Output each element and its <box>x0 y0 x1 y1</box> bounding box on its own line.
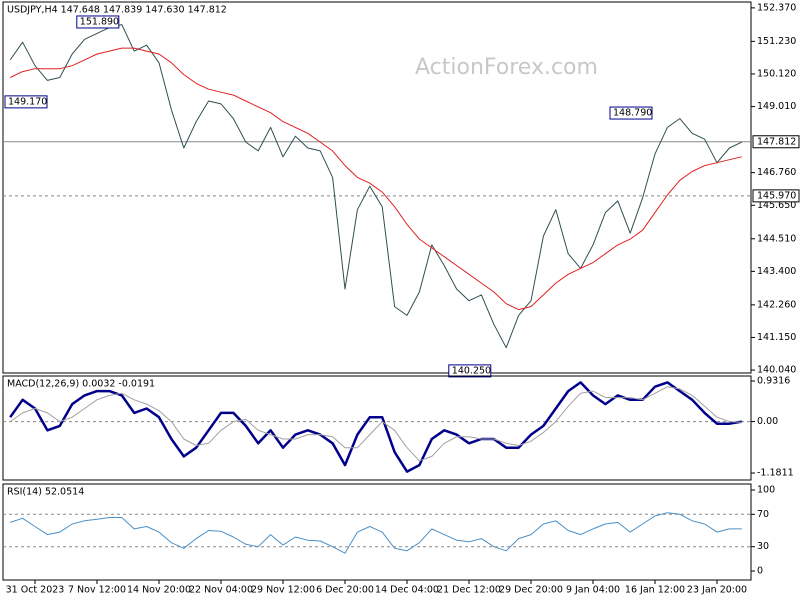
x-tick-label: 29 Nov 12:00 <box>251 585 315 596</box>
y-tick-label: 152.370 <box>757 2 796 13</box>
x-tick-label: 9 Jan 04:00 <box>566 585 620 596</box>
y-tick-label: 143.400 <box>757 266 796 277</box>
panel-frame <box>2 375 752 481</box>
price-label-box <box>609 106 653 120</box>
panel-frame <box>2 1 752 374</box>
series-line <box>9 47 742 311</box>
x-tick-label: 6 Dec 20:00 <box>316 585 374 596</box>
price-label-box <box>76 15 120 29</box>
y-tick-label: 146.760 <box>757 167 796 178</box>
y-tick-label: 0.00 <box>757 416 778 427</box>
x-tick-label: 7 Nov 12:00 <box>68 585 126 596</box>
x-tick-label: 16 Jan 12:00 <box>625 585 685 596</box>
y-tick-label: 145.650 <box>757 200 796 211</box>
series-line <box>9 381 743 473</box>
y-tick-label: 30 <box>757 541 769 552</box>
y-tick-label: 0.9316 <box>757 375 790 386</box>
series-line <box>9 24 743 349</box>
price-label: 140.250 <box>452 365 491 376</box>
x-tick-label: 14 Nov 20:00 <box>127 585 191 596</box>
panel-frame <box>2 483 752 581</box>
price-label: 148.790 <box>613 108 652 119</box>
y-tick-label: 144.510 <box>757 233 796 244</box>
y-tick-label: -1.1811 <box>757 468 794 479</box>
panel-title: MACD(12,26,9) 0.0032 -0.0191 <box>7 379 155 390</box>
x-tick-label: 29 Dec 20:00 <box>499 585 563 596</box>
watermark: ActionForex.com <box>415 55 598 80</box>
y-tick-label: 149.010 <box>757 101 796 112</box>
level-label-box <box>752 189 800 203</box>
price-label-box <box>4 95 48 109</box>
level-label: 147.812 <box>757 136 796 147</box>
price-label-box <box>448 364 492 378</box>
y-tick-label: 150.120 <box>757 68 796 79</box>
panel-title: USDJPY,H4 147.648 147.839 147.630 147.81… <box>7 5 227 16</box>
x-tick-label: 22 Nov 04:00 <box>189 585 253 596</box>
y-tick-label: 141.150 <box>757 332 796 343</box>
x-tick-label: 23 Jan 20:00 <box>687 585 747 596</box>
price-label: 149.170 <box>8 96 47 107</box>
panel-title: RSI(14) 52.0514 <box>7 487 84 498</box>
level-label: 145.970 <box>757 190 796 201</box>
y-tick-label: 140.040 <box>757 365 796 376</box>
y-tick-label: 0 <box>757 566 763 577</box>
series-line <box>10 512 742 554</box>
y-tick-label: 142.260 <box>757 299 796 310</box>
x-tick-label: 14 Dec 04:00 <box>375 585 439 596</box>
series-line <box>9 386 742 462</box>
x-tick-label: 21 Dec 12:00 <box>437 585 501 596</box>
price-label: 151.890 <box>80 16 119 27</box>
y-tick-label: 100 <box>757 484 775 495</box>
x-tick-label: 31 Oct 2023 <box>6 585 65 596</box>
y-tick-label: 151.230 <box>757 36 796 47</box>
level-label-box <box>752 135 800 149</box>
y-tick-label: 70 <box>757 509 769 520</box>
